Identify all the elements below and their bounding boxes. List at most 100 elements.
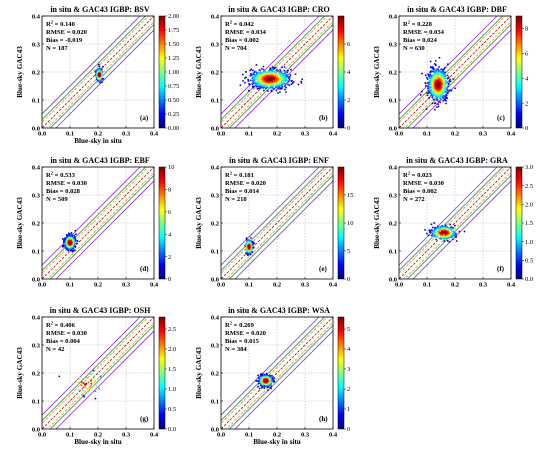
colorbar-tick-label: 1.25 <box>168 55 179 62</box>
data-point <box>452 78 455 81</box>
chart-title: in situ & GAC43 IGBP: CRO <box>228 5 330 14</box>
stat-r2-value: = 0.406 <box>53 322 76 329</box>
data-point <box>270 89 273 92</box>
data-point <box>449 223 452 226</box>
x-tick-label: 0.4 <box>150 131 159 138</box>
data-point <box>290 68 292 71</box>
grid <box>221 167 333 279</box>
x-tick-label: 0.1 <box>423 131 431 138</box>
colorbar-gradient <box>158 15 166 129</box>
y-tick-label: 0.2 <box>32 370 40 377</box>
stat-r2: R2 = 0.533 <box>46 171 76 180</box>
data-point <box>284 83 287 86</box>
bound-line-outer <box>55 330 154 429</box>
data-point <box>249 253 252 255</box>
data-point <box>286 81 289 84</box>
data-point <box>281 85 284 88</box>
data-point <box>435 231 438 233</box>
data-point <box>453 231 455 234</box>
colorbar-gradient <box>515 166 523 280</box>
chart-title: in situ & GAC43 IGBP: WSA <box>228 306 330 315</box>
data-point <box>300 80 303 83</box>
data-point <box>421 72 423 75</box>
bound-line-outer <box>221 167 320 266</box>
panel-b: in situ & GAC43 IGBP: CRO 0.0 0.1 0.2 0.3 0.4… <box>195 5 351 138</box>
data-point <box>455 240 458 242</box>
data-point <box>255 73 258 76</box>
panel-label: (c) <box>497 114 505 122</box>
data-point <box>280 87 282 89</box>
data-point <box>427 87 429 90</box>
colorbar-tick-label: 10 <box>347 220 354 227</box>
bound-line-inner <box>42 16 149 123</box>
data-point <box>102 65 105 68</box>
data-point <box>69 241 71 244</box>
data-point <box>80 384 83 387</box>
stat-rmse: RMSE = 0.034 <box>403 29 445 36</box>
grid <box>221 16 333 128</box>
data-point <box>94 397 97 400</box>
colorbar-tick-label: 1.0 <box>525 239 533 246</box>
data-point <box>262 68 265 71</box>
data-point <box>438 70 441 73</box>
data-point <box>435 238 438 241</box>
scatter-points <box>61 229 79 253</box>
data-point <box>263 89 265 92</box>
scatter-points <box>239 63 304 94</box>
data-point <box>278 86 281 89</box>
data-point <box>244 81 246 84</box>
colorbar-tick-label: 0.50 <box>168 97 179 104</box>
data-point <box>454 236 457 238</box>
x-tick-label: 0.3 <box>479 131 488 138</box>
data-point <box>431 234 434 237</box>
colorbar: 0 1 2 3 4 5 <box>337 316 351 433</box>
stat-bias: Bias = 0.004 <box>46 338 81 345</box>
data-point <box>436 225 439 228</box>
y-axis-label: Blue-sky GAC43 <box>373 197 381 249</box>
data-point <box>291 82 294 84</box>
x-axis-label: Blue-sky in situ <box>74 438 122 446</box>
data-point <box>447 227 450 230</box>
data-point <box>454 87 457 90</box>
reference-lines <box>221 167 333 279</box>
x-tick-label: 0.3 <box>122 131 131 138</box>
y-tick-label: 0.1 <box>211 398 219 405</box>
y-tick-label: 0.2 <box>389 69 397 76</box>
x-tick-label: 0.3 <box>122 432 131 439</box>
stat-r2-label: R <box>403 172 408 179</box>
data-point <box>438 66 440 68</box>
data-point <box>428 90 431 93</box>
data-point <box>85 382 88 385</box>
colorbar: 0.0 0.5 1.0 1.5 2.0 2.5 3.0 <box>515 164 533 283</box>
data-point <box>437 83 439 86</box>
colorbar-tick-label: 0 <box>168 276 171 283</box>
data-point <box>430 88 433 91</box>
data-point <box>438 56 441 59</box>
data-point <box>99 375 102 378</box>
scatter-points <box>419 56 457 111</box>
data-point <box>271 66 274 69</box>
data-point <box>284 72 287 75</box>
chart-title: in situ & GAC43 IGBP: EBF <box>50 156 149 165</box>
data-point <box>249 69 252 72</box>
colorbar-tick-label: 3.0 <box>525 164 533 171</box>
stat-r2-label: R <box>225 322 230 329</box>
stat-r2-label: R <box>225 21 230 28</box>
data-point <box>454 224 456 227</box>
data-point <box>431 226 434 229</box>
data-point <box>446 77 449 80</box>
axis-ticks: 0.0 0.1 0.2 0.3 0.4 0.0 0.1 0.2 0.3 0.4 <box>32 13 159 137</box>
data-point <box>431 102 434 105</box>
x-tick-label: 0.1 <box>245 282 253 289</box>
data-point <box>283 66 286 68</box>
data-point <box>442 99 445 102</box>
x-tick-label: 0.2 <box>94 432 102 439</box>
bound-line-outer <box>221 16 320 115</box>
data-point <box>262 65 265 68</box>
stat-n: N = 187 <box>46 45 68 52</box>
data-point <box>419 94 422 96</box>
data-point <box>445 102 447 105</box>
chart-title: in situ & GAC43 IGBP: OSH <box>50 306 151 315</box>
